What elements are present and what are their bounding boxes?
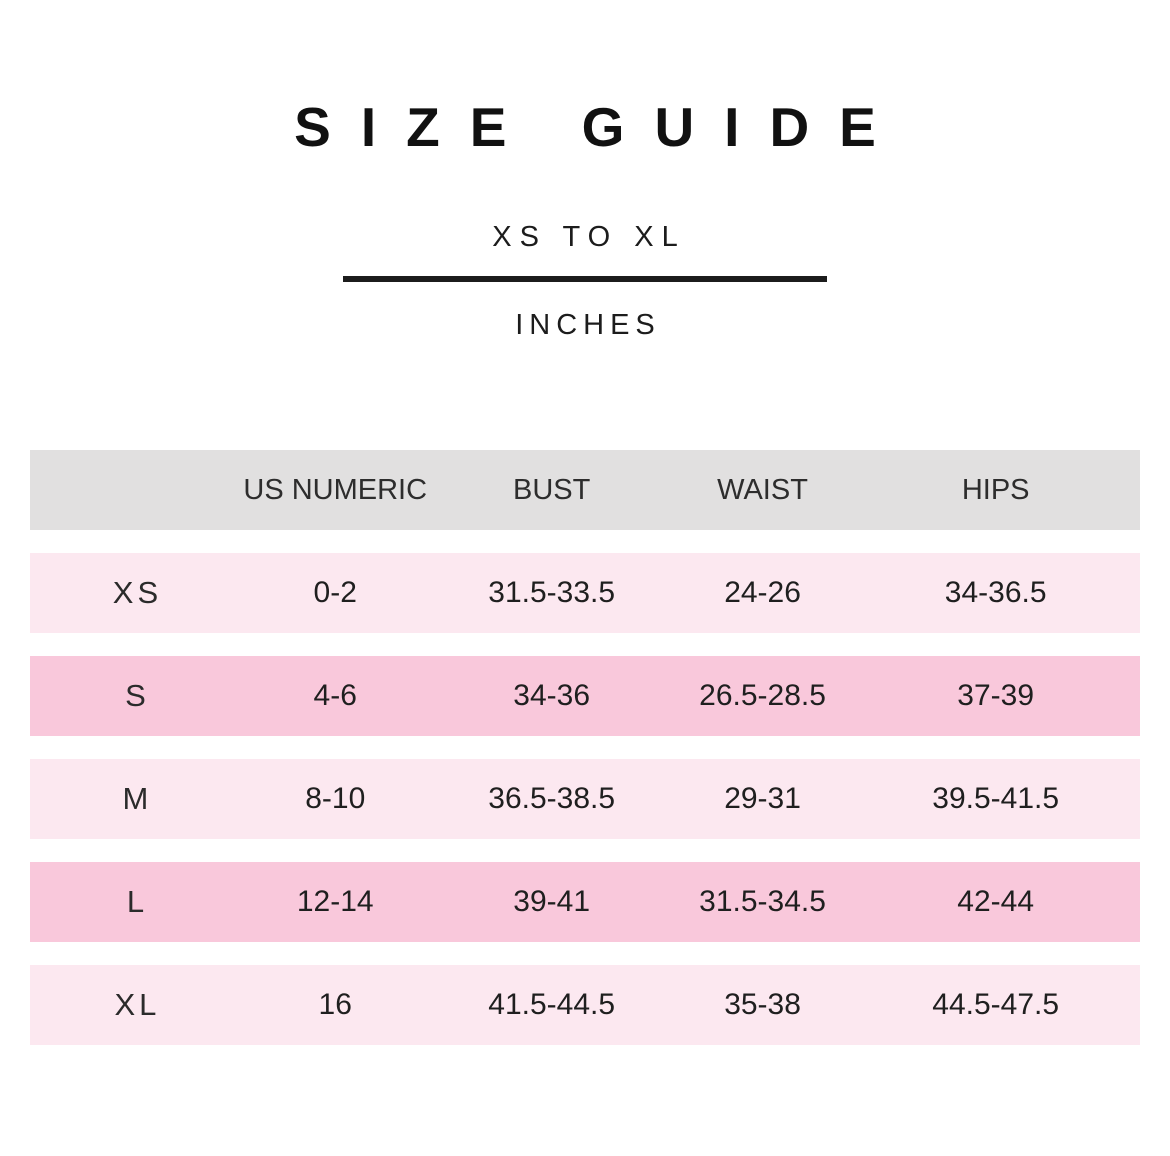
waist-value: 29-31 [724, 782, 801, 815]
hips-value: 39.5-41.5 [932, 782, 1060, 815]
hips-value: 44.5-47.5 [932, 988, 1060, 1021]
waist-value: 35-38 [724, 988, 801, 1021]
table-row-xs: XS 0-2 31.5-33.5 24-26 34-36.5 [30, 553, 1140, 633]
hips-value: 37-39 [957, 679, 1035, 712]
header-cell-hips: HIPS [961, 473, 1030, 506]
bust-value: 41.5-44.5 [488, 988, 616, 1021]
waist-value: 31.5-34.5 [699, 885, 826, 918]
size-label: S [125, 678, 150, 713]
size-range-subtitle: XS TO XL [492, 221, 686, 253]
page-title: SIZE GUIDE [294, 96, 906, 158]
us-numeric-value: 8-10 [305, 782, 366, 815]
bust-value: 34-36 [513, 679, 591, 712]
units-label: INCHES [515, 309, 661, 341]
hips-value: 42-44 [957, 885, 1035, 918]
table-row-m: M 8-10 36.5-38.5 29-31 39.5-41.5 [30, 759, 1140, 839]
size-label: XS [112, 575, 163, 610]
hips-value: 34-36.5 [944, 576, 1047, 609]
table-header-row: US NUMERIC BUST WAIST HIPS [30, 450, 1140, 530]
us-numeric-value: 16 [318, 988, 352, 1021]
header-cell-waist: WAIST [717, 473, 808, 506]
waist-value: 26.5-28.5 [699, 679, 826, 712]
divider-line [343, 276, 827, 282]
size-label: XL [114, 987, 161, 1022]
bust-value: 39-41 [513, 885, 591, 918]
us-numeric-value: 4-6 [313, 679, 357, 712]
waist-value: 24-26 [724, 576, 801, 609]
bust-value: 31.5-33.5 [488, 576, 616, 609]
size-guide-table: US NUMERIC BUST WAIST HIPS XS 0-2 31.5-3… [0, 450, 1170, 1045]
size-label: L [126, 884, 149, 919]
header-cell-us-numeric: US NUMERIC [243, 473, 428, 506]
us-numeric-value: 0-2 [313, 576, 357, 609]
table-row-l: L 12-14 39-41 31.5-34.5 42-44 [30, 862, 1140, 942]
table-row-xl: XL 16 41.5-44.5 35-38 44.5-47.5 [30, 965, 1140, 1045]
header-cell-bust: BUST [513, 473, 591, 506]
size-label: M [122, 781, 153, 816]
bust-value: 36.5-38.5 [488, 782, 616, 815]
table-row-s: S 4-6 34-36 26.5-28.5 37-39 [30, 656, 1140, 736]
us-numeric-value: 12-14 [296, 885, 374, 918]
